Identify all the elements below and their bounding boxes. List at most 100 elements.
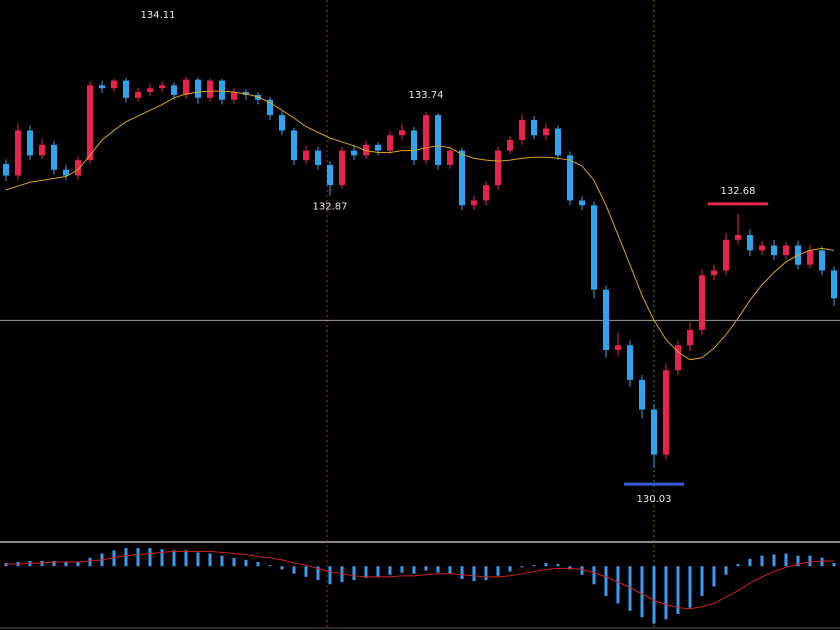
candle-body [435,115,441,165]
macd-bar [364,566,368,578]
candle-body [135,92,141,98]
candle-body [759,245,765,251]
candle-body [291,130,297,161]
macd-bar [472,566,476,582]
candle-body [447,150,453,165]
macd-bar [64,562,68,567]
macd-bar [508,566,512,572]
macd-bar [580,566,584,575]
candle-body [171,85,177,95]
candle-body [327,164,333,186]
candle-body [75,160,81,176]
candle-body [51,144,57,170]
candle-body [507,140,513,151]
candle-body [267,99,273,116]
macd-bar [40,560,44,567]
candle-body [27,130,33,156]
macd-bar [220,555,224,567]
candle-body [3,164,9,176]
candle-body [603,289,609,351]
macd-bar [436,566,440,573]
macd-bar [484,566,488,581]
macd-bar [520,566,524,568]
candle-body [399,130,405,136]
candle-body [567,155,573,201]
candle-body [375,144,381,151]
candle-body [231,92,237,100]
candle-body [735,234,741,240]
candle-body [591,205,597,290]
macd-bar [712,566,716,587]
candle-body [15,130,21,176]
signal-line [6,550,834,610]
candle-body [459,150,465,206]
macd-bar [28,560,32,567]
candle-body [111,80,117,89]
macd-bar [496,566,500,576]
macd-bar [244,559,248,567]
macd-bar [688,566,692,608]
candle-body [423,115,429,161]
macd-bar [340,566,344,583]
macd-bar [424,566,428,571]
candle-body [651,409,657,455]
macd-bar [316,566,320,581]
candle-body [183,79,189,95]
macd-bar [4,563,8,567]
candle-body [351,150,357,156]
candle-body [495,150,501,186]
candle-body [471,200,477,206]
macd-bar [616,566,620,604]
macd-bar [88,557,92,567]
macd-bar [148,548,152,567]
moving-average [5,90,835,361]
candle-body [303,150,309,161]
candle-body [579,200,585,206]
macd-bar [172,550,176,567]
macd-bar [652,566,656,624]
macd-bar [268,565,272,567]
macd-bar [280,566,284,570]
candle-body [219,80,225,100]
candle-body [831,270,837,299]
macd-bar [292,566,296,574]
macd-bar [664,566,668,620]
extreme-label: 132.68 [721,186,756,197]
macd-bar [604,566,608,596]
macd-bar [808,555,812,567]
macd-bar [256,562,260,567]
macd-bar [328,566,332,585]
candle-body [39,144,45,156]
extreme-label: 130.03 [637,494,672,505]
candle-body [627,345,633,380]
candle-body [711,270,717,276]
candle-body [483,185,489,201]
macd-bar [232,557,236,567]
macd-bar [628,566,632,611]
candle-body [159,85,165,89]
candle-body [99,85,105,89]
candle-body [519,119,525,141]
candle-body [687,329,693,346]
candle-body [699,275,705,330]
candle-body [723,239,729,271]
macd-bar [556,564,560,567]
candle-body [615,345,621,351]
candle-body [783,245,789,256]
candle-body [747,234,753,251]
extreme-label: 134.11 [141,10,176,21]
candle-body [315,150,321,165]
macd-bar [568,566,572,570]
macd-bar [772,554,776,567]
macd-bar [412,566,416,574]
extreme-label: 133.74 [409,90,444,101]
macd-bar [700,566,704,596]
candle-body [63,169,69,176]
candle-body [543,128,549,136]
macd-bar [724,566,728,575]
macd-bar [748,558,752,567]
macd-bar [400,566,404,573]
macd-bar [784,553,788,567]
macd-bar [640,566,644,618]
